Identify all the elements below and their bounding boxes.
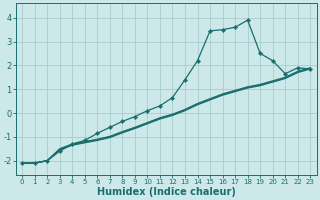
X-axis label: Humidex (Indice chaleur): Humidex (Indice chaleur) bbox=[97, 187, 236, 197]
